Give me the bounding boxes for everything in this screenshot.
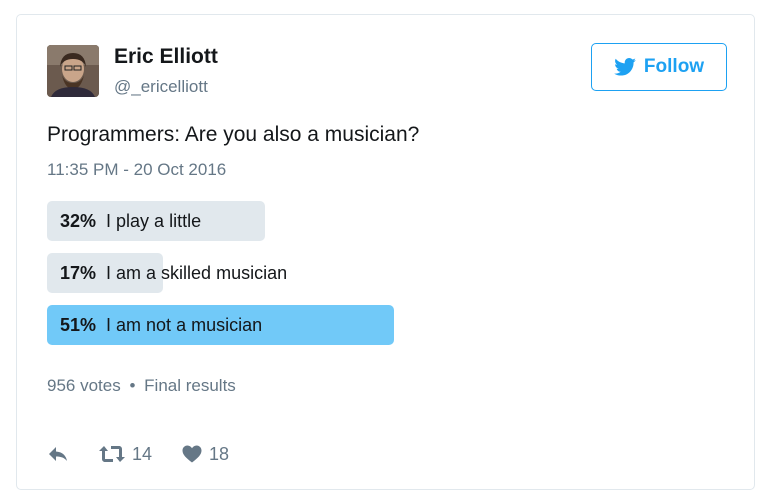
author-handle[interactable]: @_ericelliott [114,77,208,96]
poll-bar [47,253,163,293]
poll-option-2: 17% I am a skilled musician [47,253,727,293]
poll-bar [47,305,394,345]
heart-icon [182,445,202,463]
poll-option-1: 32% I play a little [47,201,727,241]
poll-option-label: I am a skilled musician [106,263,288,283]
retweet-icon [99,446,125,462]
tweet-actions: 14 18 [47,441,229,467]
avatar[interactable] [47,45,99,97]
separator-dot: • [129,376,136,395]
poll-results-summary: 956 votes • Final results [47,376,236,396]
tweet-text: Programmers: Are you also a musician? [47,123,420,146]
author-name[interactable]: Eric Elliott [114,45,218,68]
follow-label: Follow [643,56,705,77]
reply-button[interactable] [47,445,69,463]
poll-option-label: I play a little [106,211,202,231]
poll-percent: 32% [60,211,97,231]
follow-button[interactable]: Follow [591,43,727,91]
poll-option-label: I am not a musician [106,315,263,335]
retweet-button[interactable]: 14 [99,444,152,465]
tweet-timestamp[interactable]: 11:35 PM - 20 Oct 2016 [47,160,227,179]
poll-bar [47,201,265,241]
twitter-bird-icon [614,58,636,76]
poll-percent: 51% [60,315,97,335]
avatar-image [47,45,99,97]
poll-status: Final results [144,376,236,395]
retweet-count: 14 [132,443,153,464]
like-button[interactable]: 18 [182,444,229,465]
poll-percent: 17% [60,263,97,283]
poll-option-3: 51% I am not a musician [47,305,727,345]
reply-icon [49,447,67,461]
poll-vote-count: 956 votes [47,376,121,395]
like-count: 18 [209,443,230,464]
tweet-card: Eric Elliott @_ericelliott Follow Progra… [16,14,755,490]
